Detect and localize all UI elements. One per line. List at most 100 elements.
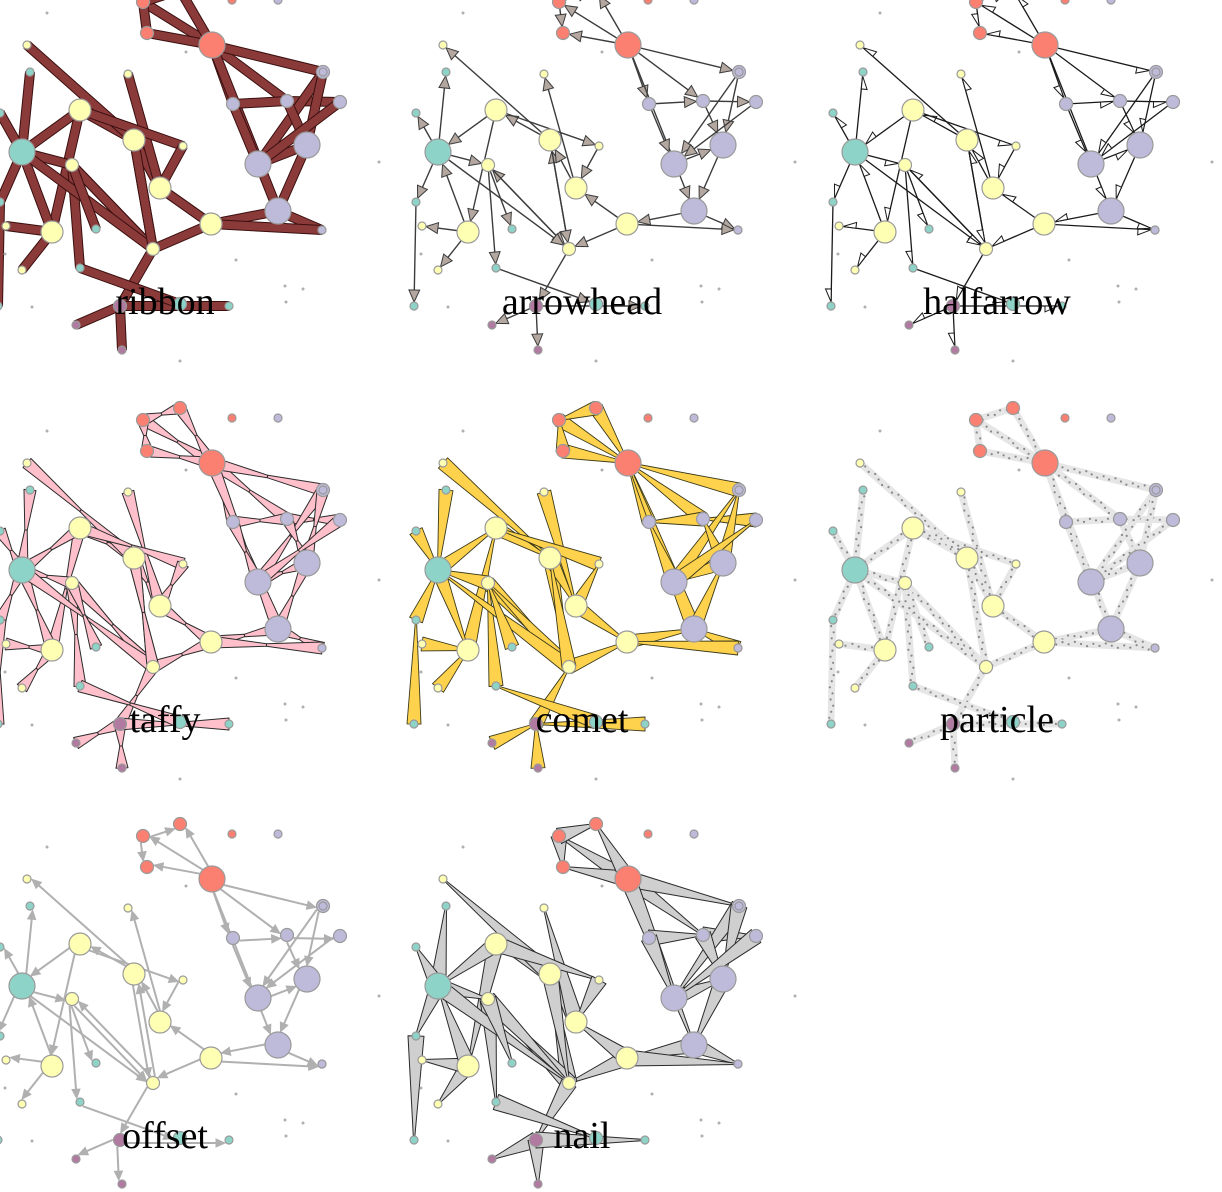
node-l4 xyxy=(225,514,241,530)
node-l4 xyxy=(641,514,657,530)
edge-y3-y10-particle xyxy=(904,504,907,507)
edge-t6-t8-head xyxy=(576,291,592,304)
edge-y4-y9-particle xyxy=(963,509,966,512)
edge-r1-r2-particle xyxy=(1007,437,1010,440)
node-g7 xyxy=(178,359,182,363)
edge-y5-t6-particle xyxy=(907,648,910,651)
edge-r1-r3-head xyxy=(152,862,165,872)
edge-l3-l1-particle xyxy=(1126,595,1129,598)
panel-label-arrowhead: arrowhead xyxy=(502,281,662,323)
edge-p1-p2-particle xyxy=(920,736,923,739)
edge-y1-y8-head xyxy=(581,134,597,147)
edge-r1-r3-particle xyxy=(997,451,1000,454)
edge-y1-y2-particle xyxy=(910,539,913,542)
edge-y1-y2-head xyxy=(48,1044,59,1056)
edge-y1-y2-particle xyxy=(890,618,894,621)
panel-taffy: taffy xyxy=(0,400,381,781)
edge-y2-y11-head xyxy=(21,1088,32,1100)
edge-p1-p3-particle xyxy=(955,754,958,757)
node-y12 xyxy=(1,221,11,231)
node-r1 xyxy=(198,449,226,477)
edge-y6-p1 xyxy=(122,1086,149,1129)
edge-y3-y10-particle xyxy=(874,472,877,476)
edge-l1-y7-particle xyxy=(1073,635,1076,638)
edge-y5-t6-particle xyxy=(912,666,915,669)
edge-t1-y6-particle xyxy=(940,635,943,638)
edge-y1-y2-particle xyxy=(885,636,889,639)
node-l5 xyxy=(1112,511,1128,527)
edge-l6-l3-particle xyxy=(1152,507,1155,510)
node-g5 xyxy=(284,718,288,722)
edge-t4-t9-particle xyxy=(830,625,833,628)
node-y8 xyxy=(594,559,604,569)
edge-l7-l2-particle xyxy=(1104,570,1107,573)
edge-y3-y10-particle xyxy=(924,519,927,522)
node-layer xyxy=(826,0,1214,363)
edge-t4-t9-head xyxy=(824,288,832,303)
edge-t1-t3-particle xyxy=(840,547,843,550)
panel-nail: nail xyxy=(407,816,797,1189)
node-r5 xyxy=(1060,413,1070,423)
edge-r1-r2-particle xyxy=(989,430,993,433)
node-y6 xyxy=(561,1075,577,1091)
edge-r1-r2-particle xyxy=(1023,447,1026,451)
edge-t4-t9-particle xyxy=(830,667,833,671)
edge-p1-p2 xyxy=(83,1138,114,1154)
edge-y1-y8-particle xyxy=(1004,557,1007,560)
node-y1 xyxy=(68,516,92,540)
node-y9 xyxy=(539,69,549,79)
node-g1 xyxy=(863,305,867,309)
node-l4 xyxy=(225,96,241,112)
panel-graph xyxy=(408,0,797,363)
edge-l7-l2-particle xyxy=(1152,533,1155,536)
edge-l5-l3-particle xyxy=(1130,539,1133,542)
edge-p1-p2 xyxy=(905,720,957,747)
edge-y5-y6-particle xyxy=(926,602,929,606)
node-l8 xyxy=(1106,0,1116,5)
edge-y3-y6-head xyxy=(142,1066,153,1079)
node-g10 xyxy=(283,702,287,706)
node-g8 xyxy=(419,252,423,256)
node-y11 xyxy=(850,683,860,693)
node-y3 xyxy=(122,546,146,570)
panel-graph xyxy=(0,0,381,363)
edge-y4-y3-particle xyxy=(975,579,979,582)
edge-t1-y6-particle xyxy=(956,642,960,646)
node-y4 xyxy=(981,594,1005,618)
node-g3 xyxy=(377,994,381,998)
edge-r2-r4-particle xyxy=(999,409,1002,412)
edge-y5-t6-particle xyxy=(911,672,914,676)
edge-y5-y6-particle xyxy=(929,608,932,611)
edge-y6-p1-particle xyxy=(977,676,980,680)
node-l10 xyxy=(318,67,328,77)
edge-y1-y8 xyxy=(495,109,588,143)
node-r2 xyxy=(135,828,151,844)
edge-y3-y6-head xyxy=(976,229,986,243)
edge-y7-t10-particle xyxy=(1135,644,1138,647)
edge-l7-l2-particle xyxy=(1122,553,1125,557)
edge-t6-t8-particle xyxy=(971,705,974,708)
edge-y8-y4-particle xyxy=(999,593,1002,596)
node-t4 xyxy=(411,197,421,207)
node-l10 xyxy=(734,901,744,911)
node-l5 xyxy=(279,511,295,527)
edge-y3-y6-particle xyxy=(975,617,978,620)
edge-r1-r2-head xyxy=(149,836,161,847)
edge-l4-l5 xyxy=(1062,515,1124,526)
edge-l4-l2-particle xyxy=(1081,556,1084,559)
edge-r2-r4-head xyxy=(164,827,176,837)
edge-l6-l2-head xyxy=(680,139,694,155)
node-r3 xyxy=(139,859,155,875)
node-t5 xyxy=(507,642,517,652)
edge-y4-y9-particle xyxy=(967,521,970,524)
node-y11 xyxy=(17,265,27,275)
edge-y5-t6 xyxy=(904,164,914,265)
edge-t4-t9-particle xyxy=(832,631,835,634)
edge-y5-t5-particle xyxy=(912,598,915,601)
node-y10 xyxy=(22,40,32,50)
node-y5 xyxy=(897,575,913,591)
edge-t1-y5-head xyxy=(884,159,899,167)
node-g10 xyxy=(1116,284,1120,288)
edge-y5-y6 xyxy=(73,1005,143,1077)
edge-y1-y2-particle xyxy=(903,569,906,573)
